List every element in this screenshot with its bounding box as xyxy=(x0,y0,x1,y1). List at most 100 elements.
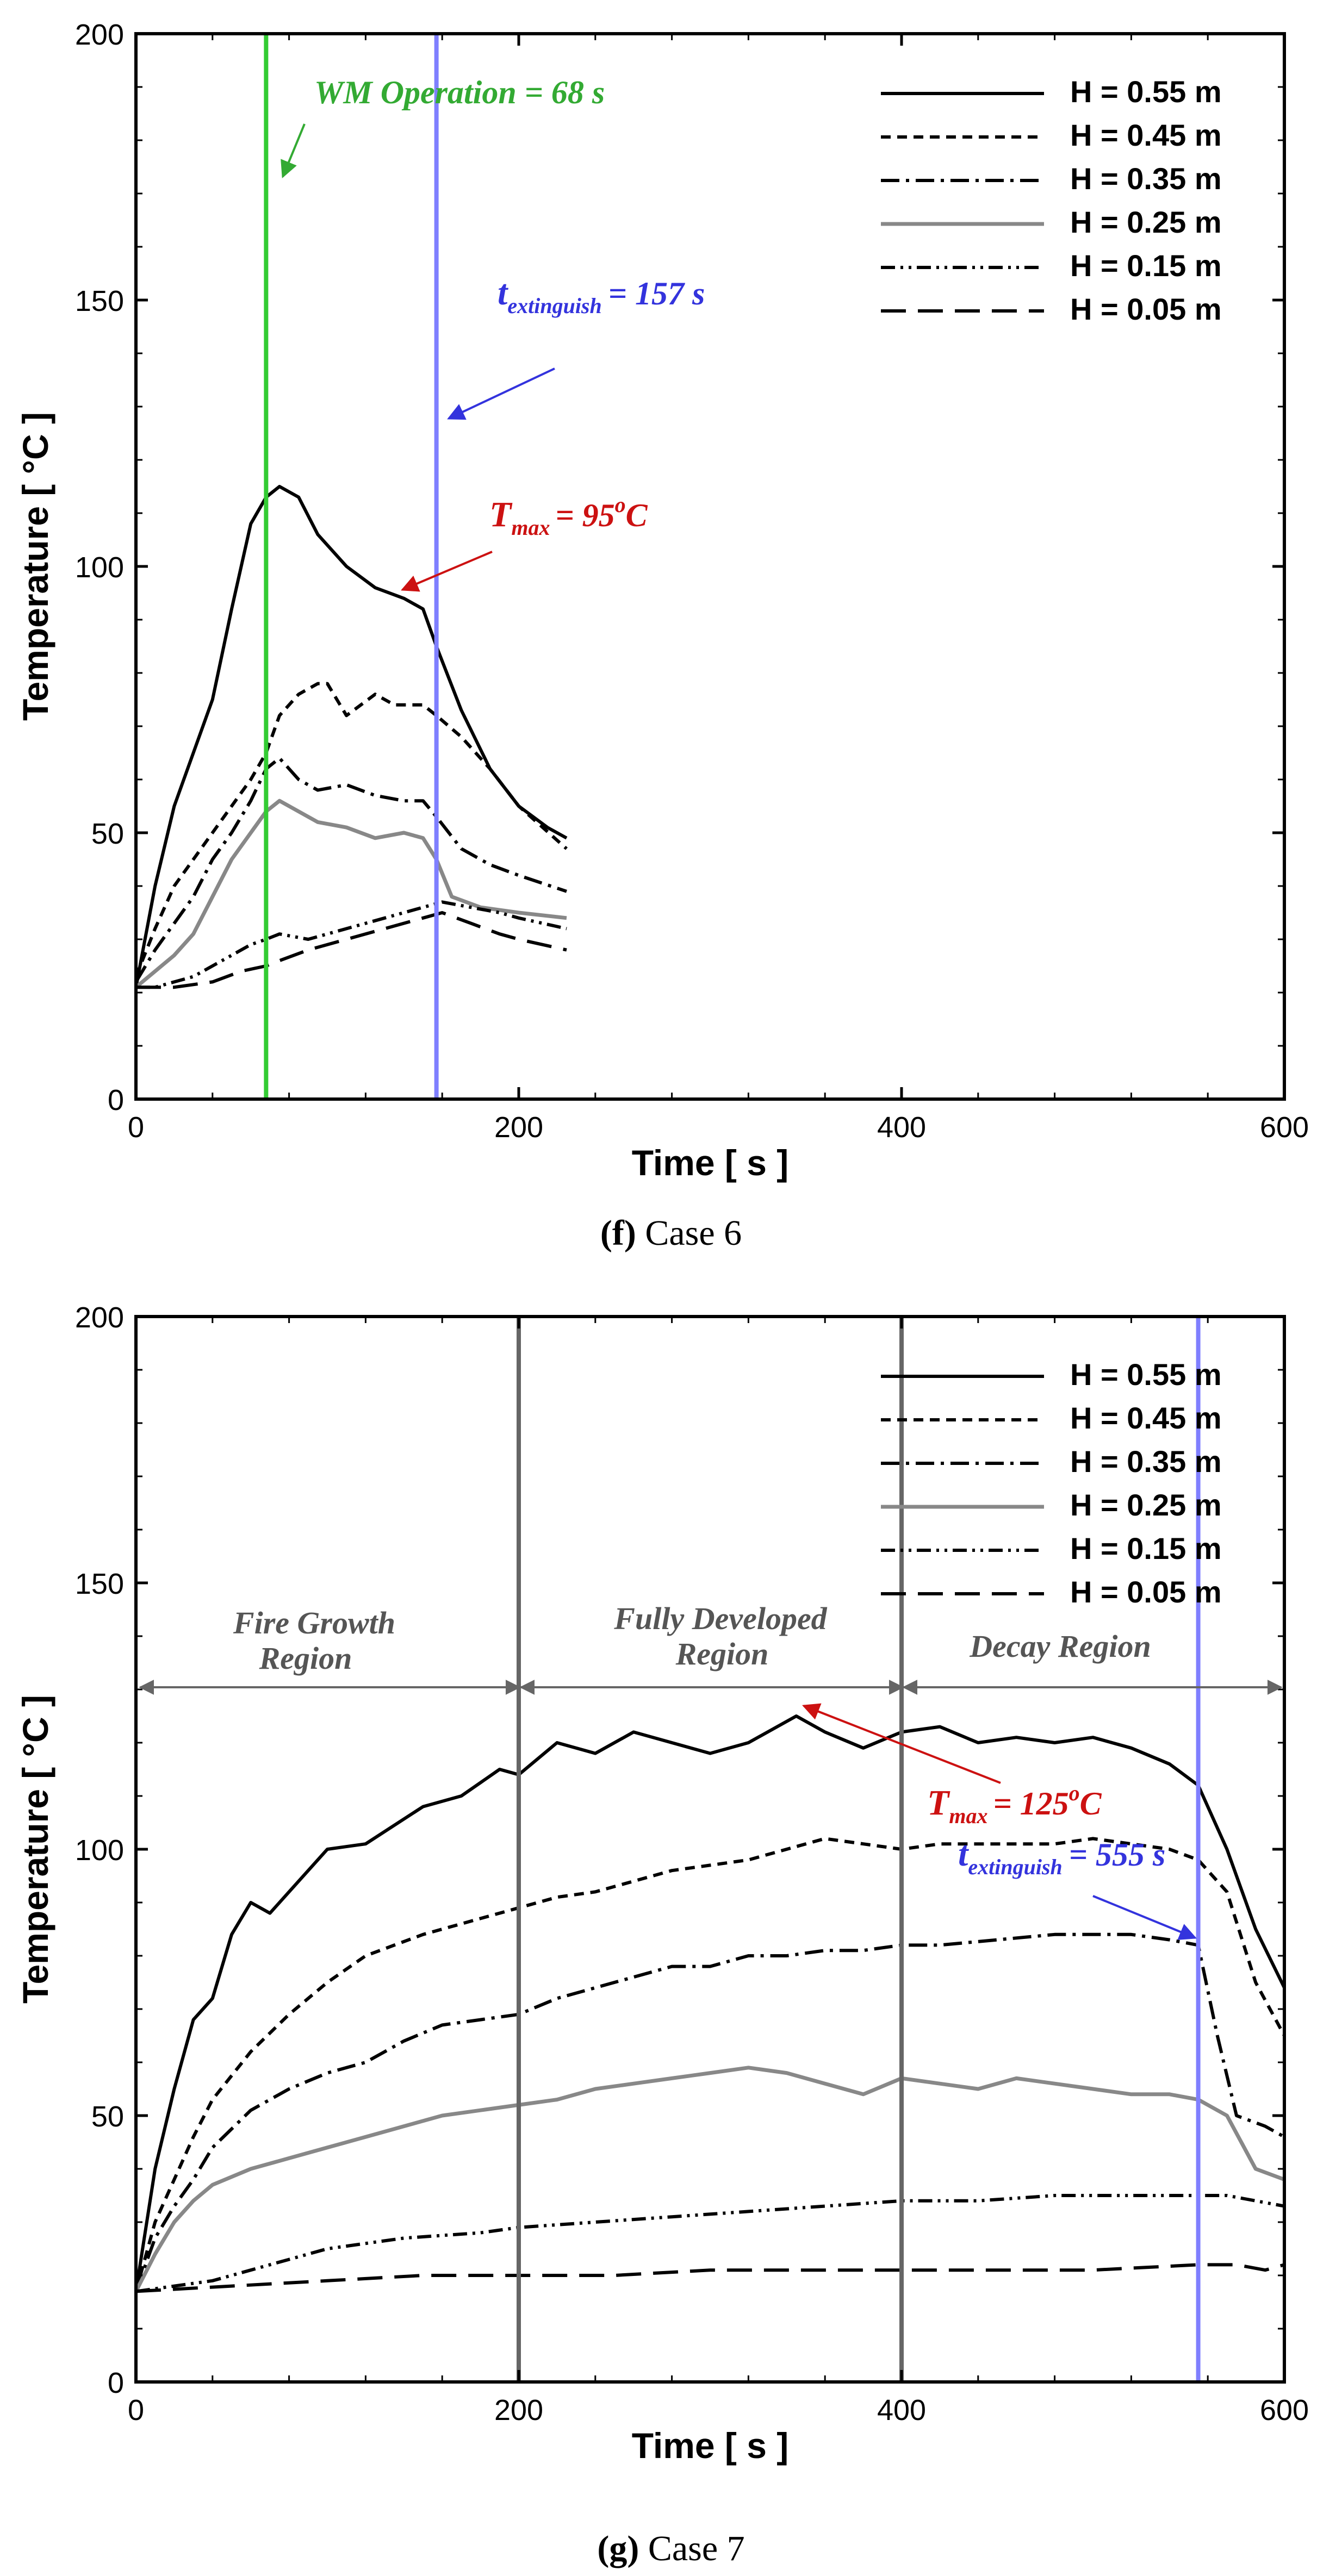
legend-label: H = 0.15 m xyxy=(1070,1531,1222,1565)
wm-operation-label: WM Operation = 68 s xyxy=(314,74,605,110)
y-tick-label: 0 xyxy=(108,1084,124,1117)
series-line xyxy=(134,799,567,989)
legend-label: H = 0.05 m xyxy=(1070,292,1222,326)
x-tick-label: 400 xyxy=(877,2394,926,2427)
annotation-t-max: Tmax = 95oC xyxy=(401,492,648,592)
series-layer xyxy=(134,485,568,989)
t-max-arrow xyxy=(802,1703,1001,1784)
decay-label: Decay Region xyxy=(969,1629,1151,1664)
t-max-subscript: max xyxy=(511,515,550,540)
y-tick-label: 150 xyxy=(75,285,124,317)
t-max-value: = 95 xyxy=(555,497,614,533)
t-extinguish-symbol: t xyxy=(958,1834,969,1874)
series-layer xyxy=(134,1714,1286,2293)
y-tick-label: 100 xyxy=(75,551,124,584)
x-axis-label: Time [ s ] xyxy=(632,1143,789,1183)
caption-letter: (f) xyxy=(600,1213,636,1253)
caption: (f) Case 6 xyxy=(600,1213,742,1253)
y-tick-label: 100 xyxy=(75,1834,124,1867)
t-max-symbol: T xyxy=(489,495,513,534)
legend-samples xyxy=(881,92,1044,313)
fully-developed-label: Fully Developed xyxy=(613,1601,827,1636)
t-extinguish-subscript: extinguish xyxy=(507,294,601,318)
caption: (g) Case 7 xyxy=(597,2529,744,2568)
caption-text: Case 6 xyxy=(645,1213,742,1253)
annotation-t-max: Tmax = 125oC xyxy=(802,1703,1102,1828)
caption-text: Case 7 xyxy=(648,2529,745,2568)
vline-layer xyxy=(264,34,439,1099)
legend-label: H = 0.45 m xyxy=(1070,1401,1222,1435)
y-tick-label: 200 xyxy=(75,1301,124,1334)
x-tick-label: 0 xyxy=(128,2394,144,2427)
series-line xyxy=(134,1837,1286,2292)
series-line xyxy=(135,2263,1285,2293)
series-line xyxy=(134,1932,1285,2292)
legend-label: H = 0.25 m xyxy=(1070,205,1222,239)
legend-label: H = 0.15 m xyxy=(1070,248,1222,283)
series-line xyxy=(135,2194,1285,2293)
x-tick-label: 0 xyxy=(128,1111,144,1144)
legend-samples xyxy=(881,1375,1044,1595)
t-max-value: = 125 xyxy=(993,1786,1068,1822)
t-max-degree: o xyxy=(615,492,626,517)
t-max-arrow xyxy=(401,551,493,592)
fire-growth-label: Fire Growth xyxy=(233,1605,395,1641)
t-extinguish-label: textinguish = 555 s xyxy=(958,1834,1165,1879)
t-extinguish-arrow xyxy=(1092,1895,1197,1940)
t-extinguish-value: = 157 s xyxy=(608,276,705,311)
t-max-degree: o xyxy=(1069,1781,1080,1805)
series-line xyxy=(134,2066,1285,2292)
x-axis-label: Time [ s ] xyxy=(632,2425,789,2466)
annotation-t-extinguish: textinguish = 555 s xyxy=(958,1834,1197,1940)
series-line xyxy=(134,1714,1286,2292)
y-tick-label: 0 xyxy=(108,2367,124,2399)
legend-label: H = 0.35 m xyxy=(1070,1444,1222,1479)
series-line xyxy=(134,756,567,983)
x-tick-label: 600 xyxy=(1260,2394,1309,2427)
legend-label: H = 0.05 m xyxy=(1070,1575,1222,1609)
t-extinguish-label: textinguish = 157 s xyxy=(498,273,705,318)
fully-developed-label: Region xyxy=(675,1636,769,1671)
wm-operation-arrow xyxy=(281,123,306,178)
annotation-t-extinguish: textinguish = 157 s xyxy=(447,273,705,420)
legend-label: H = 0.55 m xyxy=(1070,74,1222,109)
t-max-label: Tmax = 95oC xyxy=(489,492,648,540)
annotation-wm-operation: WM Operation = 68 s xyxy=(281,74,605,178)
legend-label: H = 0.55 m xyxy=(1070,1357,1222,1392)
x-tick-label: 200 xyxy=(494,1111,543,1144)
vline-layer xyxy=(517,1317,1201,2382)
t-max-unit: C xyxy=(626,497,648,533)
legend: H = 0.55 m H = 0.45 m H = 0.35 m H = 0.2… xyxy=(881,74,1222,326)
t-extinguish-subscript: extinguish xyxy=(968,1855,1062,1879)
x-tick-label: 200 xyxy=(494,2394,543,2427)
tick-layer: 0 200 400 600 0 50 100 150 200 xyxy=(75,1301,1309,2427)
fire-growth-label: Region xyxy=(259,1641,352,1676)
chart-case-7: 0 200 400 600 0 50 100 150 200 Time [ s ] Temper… xyxy=(15,1301,1309,2568)
t-extinguish-arrow xyxy=(447,367,555,420)
y-tick-label: 50 xyxy=(91,818,124,850)
t-max-symbol: T xyxy=(927,1783,950,1823)
t-extinguish-symbol: t xyxy=(498,273,508,313)
chart-case-6: 0 200 400 600 0 50 100 150 200 Time [ s ] Temper… xyxy=(15,18,1309,1253)
legend-label: H = 0.45 m xyxy=(1070,118,1222,152)
y-axis-label: Temperature [ °C ] xyxy=(15,1695,55,2004)
y-tick-label: 50 xyxy=(91,2100,124,2133)
legend-label: H = 0.35 m xyxy=(1070,161,1222,196)
tick-layer: 0 200 400 600 0 50 100 150 200 xyxy=(75,18,1309,1144)
t-max-subscript: max xyxy=(949,1804,987,1828)
t-max-unit: C xyxy=(1080,1786,1102,1822)
y-axis-label: Temperature [ °C ] xyxy=(15,412,55,721)
series-line xyxy=(136,911,567,989)
caption-letter: (g) xyxy=(597,2529,639,2568)
x-tick-label: 400 xyxy=(877,1111,926,1144)
y-tick-label: 150 xyxy=(75,1568,124,1600)
region-markers: Fire Growth Region Fully Developed Regio… xyxy=(139,1601,1283,1695)
y-tick-label: 200 xyxy=(75,18,124,51)
t-max-label: Tmax = 125oC xyxy=(927,1781,1102,1828)
legend-label: H = 0.25 m xyxy=(1070,1488,1222,1522)
legend: H = 0.55 m H = 0.45 m H = 0.35 m H = 0.2… xyxy=(881,1357,1222,1609)
x-tick-label: 600 xyxy=(1260,1111,1309,1144)
series-line xyxy=(136,900,567,989)
t-extinguish-value: = 555 s xyxy=(1069,1837,1166,1873)
